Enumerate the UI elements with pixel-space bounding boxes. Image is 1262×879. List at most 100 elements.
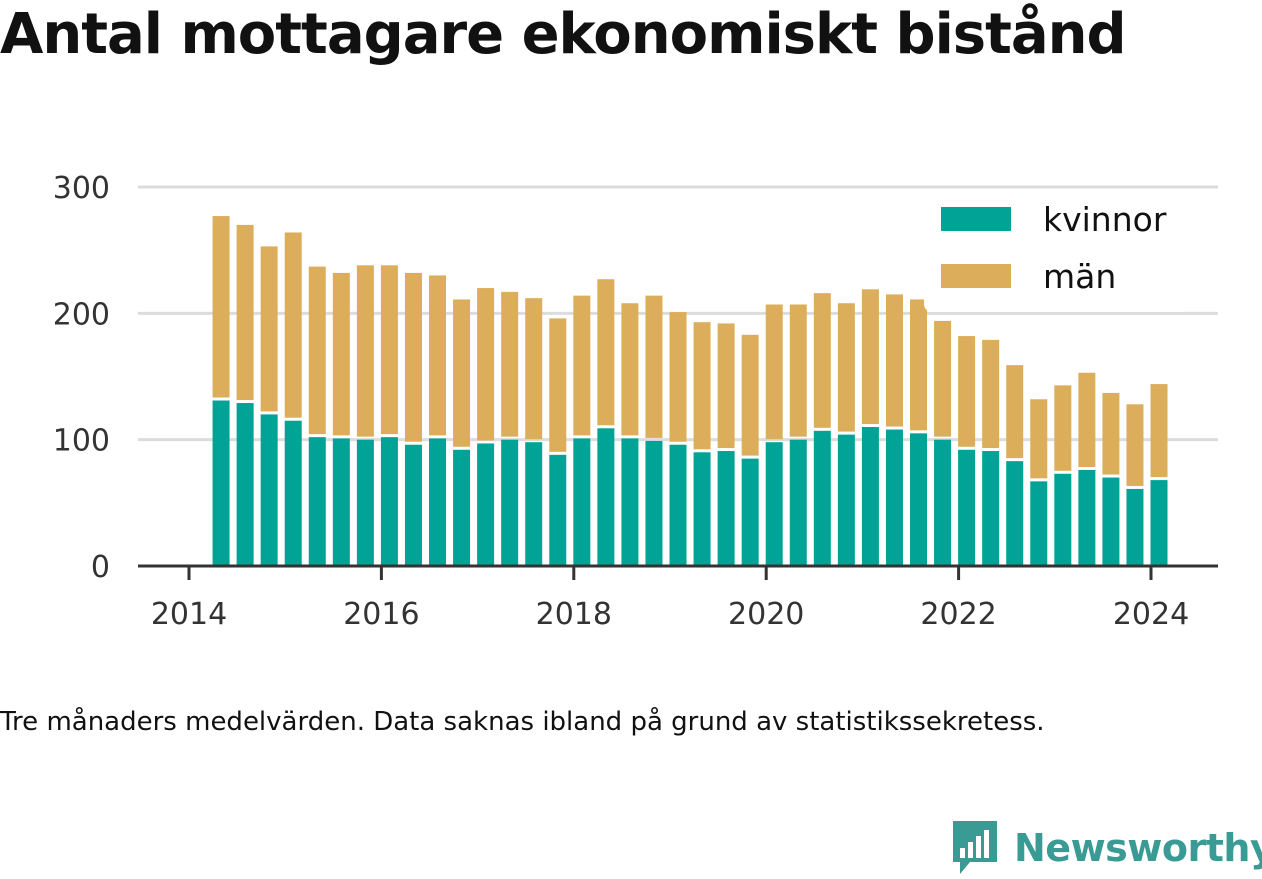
- axes: 0 100 200 300 2014 2016 2018 2020 2022 2024: [53, 171, 1218, 632]
- logo-bar-3: [976, 836, 981, 858]
- bar-kvinnor: [1102, 477, 1120, 566]
- bar-man: [885, 294, 903, 427]
- bar-man: [453, 299, 471, 447]
- newsworthy-logo-icon: [953, 821, 997, 874]
- bar-kvinnor: [453, 449, 471, 566]
- bar-kvinnor: [958, 449, 976, 566]
- bar-kvinnor: [597, 428, 615, 566]
- bar-man: [260, 246, 278, 412]
- bar-kvinnor: [621, 438, 639, 566]
- y-tick-label: 300: [53, 171, 110, 206]
- brand-name: Newsworthy: [1014, 826, 1262, 870]
- bar-man: [717, 323, 735, 449]
- x-tick-label: 2014: [151, 597, 227, 632]
- bar-kvinnor: [212, 400, 230, 566]
- bar-kvinnor: [789, 439, 807, 566]
- bar-man: [1150, 384, 1168, 478]
- bar-man: [236, 224, 254, 401]
- bar-man: [982, 339, 1000, 449]
- bar-man: [813, 293, 831, 428]
- logo-bar-2: [968, 842, 973, 858]
- x-tick-label: 2022: [920, 597, 996, 632]
- stacked-bar-chart: 0 100 200 300 2014 2016 2018 2020 2022 2024 kvinn…: [53, 171, 1218, 632]
- bar-kvinnor: [308, 437, 326, 566]
- bar-man: [308, 266, 326, 435]
- bar-kvinnor: [404, 444, 422, 566]
- logo-shape: [953, 821, 997, 874]
- y-tick-label: 0: [91, 550, 110, 585]
- bar-man: [212, 216, 230, 398]
- bar-kvinnor: [429, 438, 447, 566]
- bar-man: [669, 312, 687, 442]
- bar-kvinnor: [260, 414, 278, 566]
- bar-man: [525, 298, 543, 440]
- bar-kvinnor: [1054, 473, 1072, 566]
- y-tick-label: 100: [53, 424, 110, 459]
- bar-kvinnor: [741, 458, 759, 566]
- bar-kvinnor: [573, 438, 591, 566]
- y-tick-label: 200: [53, 297, 110, 332]
- bar-man: [404, 272, 422, 442]
- bar-man: [284, 232, 302, 418]
- bar-man: [958, 336, 976, 447]
- bar-kvinnor: [1030, 481, 1048, 566]
- bar-kvinnor: [910, 433, 928, 566]
- bar-man: [1006, 365, 1024, 459]
- bar-man: [910, 299, 928, 431]
- bar-man: [1054, 385, 1072, 471]
- bar-man: [861, 289, 879, 425]
- bar-kvinnor: [501, 439, 519, 566]
- bar-kvinnor: [356, 439, 374, 566]
- bar-man: [549, 318, 567, 452]
- bar-kvinnor: [765, 442, 783, 566]
- bar-man: [573, 295, 591, 436]
- bar-kvinnor: [837, 434, 855, 566]
- bar-man: [356, 265, 374, 437]
- x-tick-label: 2024: [1113, 597, 1189, 632]
- bar-man: [693, 322, 711, 450]
- bar-man: [934, 320, 952, 437]
- bar-kvinnor: [1126, 488, 1144, 566]
- bars: [212, 216, 1168, 566]
- bar-kvinnor: [645, 440, 663, 566]
- bar-man: [645, 295, 663, 438]
- bar-man: [380, 265, 398, 435]
- bar-kvinnor: [934, 439, 952, 566]
- bar-kvinnor: [1150, 480, 1168, 566]
- bar-kvinnor: [861, 427, 879, 566]
- x-tick-label: 2018: [536, 597, 612, 632]
- bar-kvinnor: [813, 430, 831, 566]
- bar-man: [477, 288, 495, 441]
- bar-kvinnor: [477, 443, 495, 566]
- bar-kvinnor: [1078, 469, 1096, 566]
- bar-kvinnor: [284, 420, 302, 566]
- logo-bar-4: [984, 830, 989, 858]
- x-tick-label: 2020: [728, 597, 804, 632]
- bar-kvinnor: [693, 452, 711, 566]
- chart-caption: Tre månaders medelvärden. Data saknas ib…: [0, 707, 1045, 737]
- bar-man: [1030, 399, 1048, 479]
- bar-man: [621, 303, 639, 436]
- bar-man: [1078, 372, 1096, 467]
- bar-man: [741, 334, 759, 456]
- legend-label: män: [1043, 257, 1116, 296]
- bar-man: [837, 303, 855, 432]
- legend-label: kvinnor: [1043, 200, 1167, 239]
- chart-title: Antal mottagare ekonomiskt bistånd: [0, 2, 1127, 67]
- logo-bar-1: [960, 848, 965, 858]
- bar-kvinnor: [525, 442, 543, 566]
- x-tick-label: 2016: [343, 597, 419, 632]
- bar-man: [429, 275, 447, 436]
- legend: kvinnor män: [924, 190, 1189, 312]
- bar-man: [597, 279, 615, 426]
- bar-man: [501, 291, 519, 437]
- bar-man: [332, 272, 350, 436]
- bar-kvinnor: [332, 438, 350, 566]
- newsworthy-brand: Newsworthy: [950, 818, 1262, 878]
- legend-swatch-kvinnor: [941, 207, 1011, 231]
- bar-kvinnor: [380, 437, 398, 566]
- bar-kvinnor: [982, 451, 1000, 566]
- bar-kvinnor: [1006, 461, 1024, 566]
- legend-swatch-man: [941, 264, 1011, 288]
- bar-man: [765, 304, 783, 440]
